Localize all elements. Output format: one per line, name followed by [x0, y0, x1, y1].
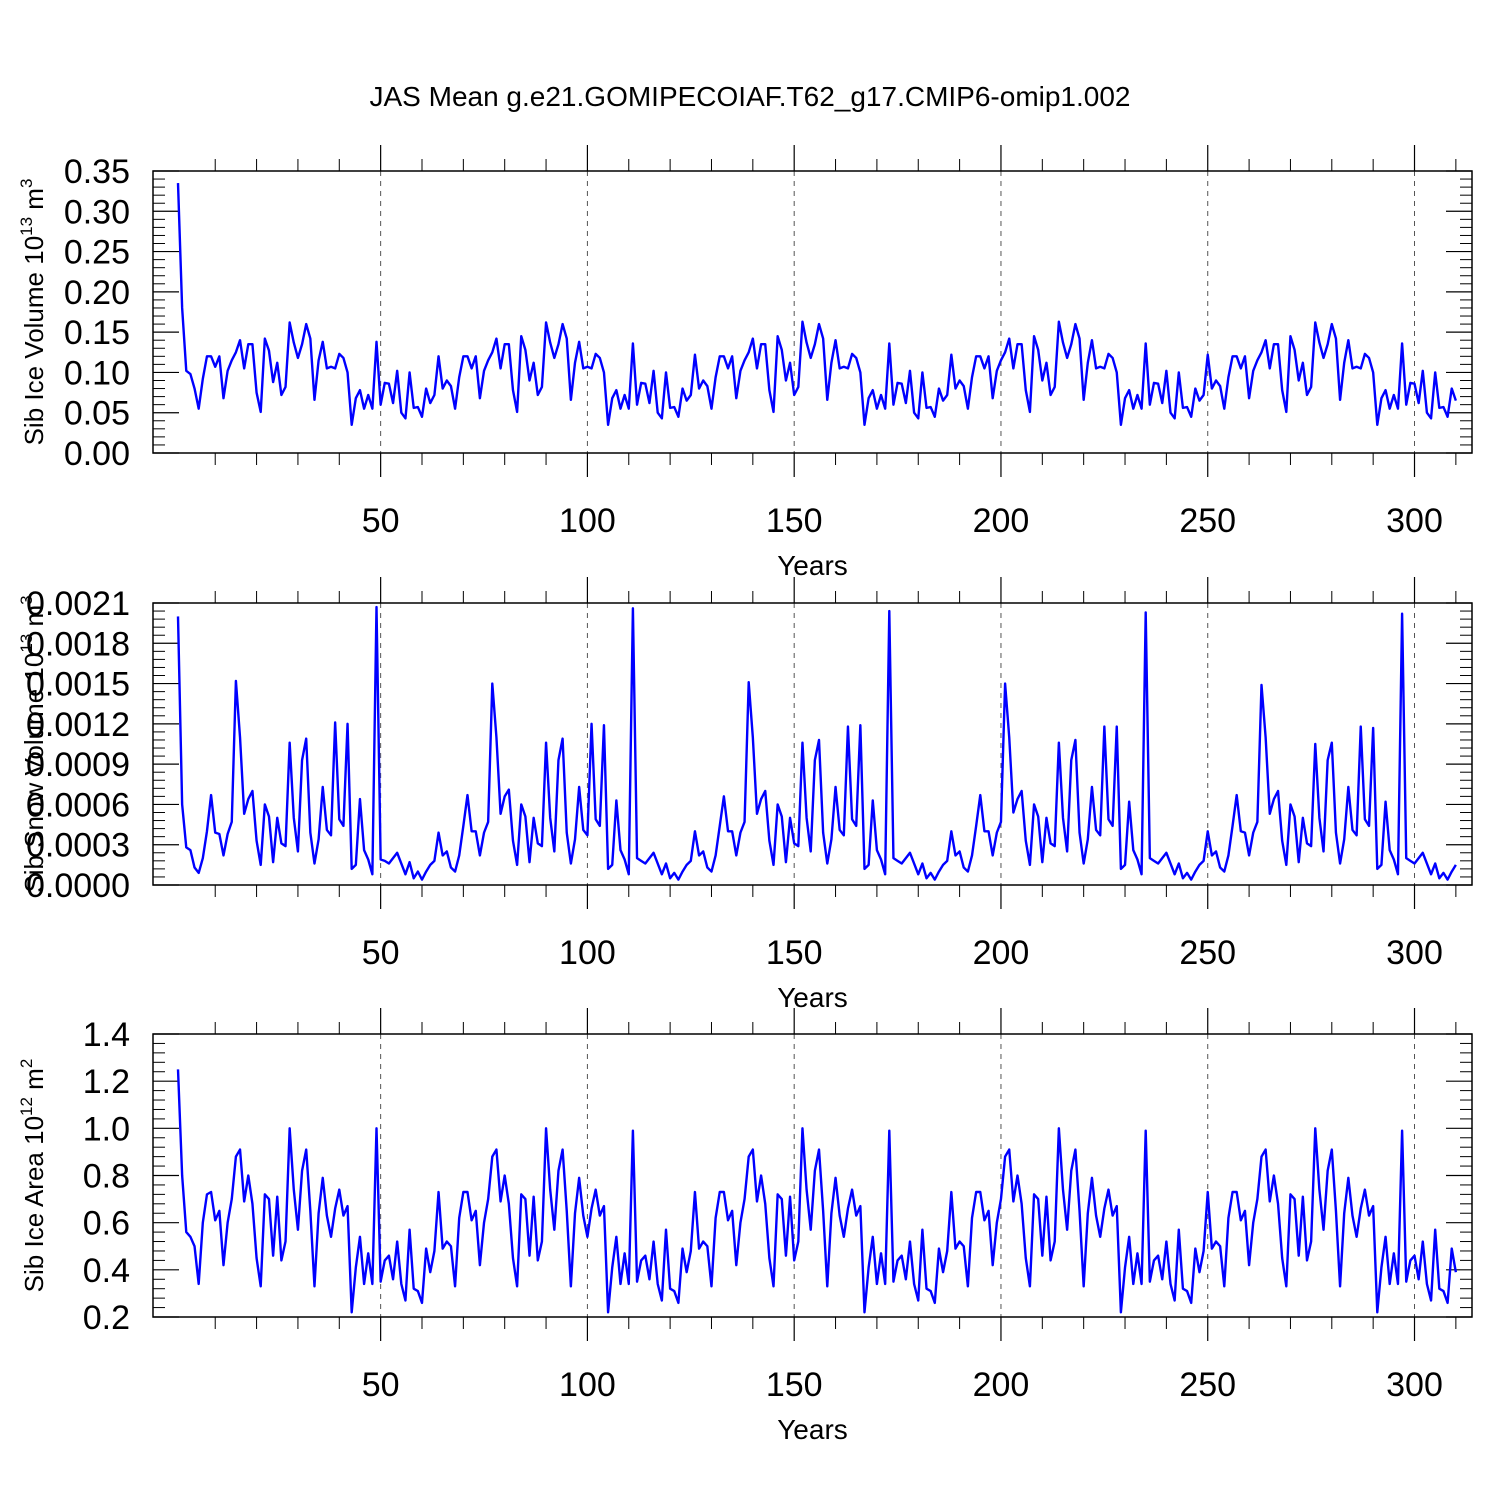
figure-title: JAS Mean g.e21.GOMIPECOIAF.T62_g17.CMIP6… — [369, 81, 1130, 112]
panel-snow: 50 100 150 200 250 300 Years 0.00000.00030.0006… — [17, 577, 1473, 1013]
y-tick-label: 0.15 — [64, 314, 130, 352]
x-tick-label-50: 50 — [362, 1366, 400, 1404]
series-line-area — [176, 1069, 1458, 1314]
y-tick-label: 0.4 — [83, 1252, 130, 1290]
x-tick-label-300: 300 — [1386, 502, 1443, 540]
x-tick-label-200: 200 — [973, 1366, 1030, 1404]
plot-frame — [152, 602, 1473, 886]
y-tick-label: 0.0009 — [26, 746, 130, 784]
x-tick-label-250: 250 — [1179, 934, 1236, 972]
y-tick-label: 0.00 — [64, 435, 130, 473]
series-line-volume — [176, 183, 1457, 426]
x-tick-label-200: 200 — [973, 502, 1030, 540]
x-axis-title: Years — [777, 1414, 848, 1445]
y-tick-label: 0.25 — [64, 234, 130, 272]
plot-frame — [152, 170, 1473, 454]
x-tick-label-100: 100 — [559, 934, 616, 972]
y-tick-label: 0.20 — [64, 274, 130, 312]
y-tick-label: 0.2 — [83, 1299, 130, 1337]
y-tick-label: 1.2 — [83, 1063, 130, 1101]
panel-volume: 50 100 150 200 250 300Years0.000.050.100.150.… — [17, 145, 1473, 581]
x-tick-label-100: 100 — [559, 502, 616, 540]
y-tick-label: 0.6 — [83, 1205, 130, 1243]
panels: 50 100 150 200 250 300Years0.000.050.100.150.… — [17, 145, 1473, 1445]
x-tick-label-50: 50 — [362, 502, 400, 540]
y-axis-title: Sib Ice Volume 1013 m3 — [17, 179, 49, 446]
y-tick-label: 1.0 — [83, 1110, 130, 1148]
x-tick-label-300: 300 — [1386, 1366, 1443, 1404]
panel-area: 50 100 150 200 250 300 Years 0.2 0.4 0.6 0.8 1.0 1.2… — [17, 1008, 1473, 1445]
x-tick-label-150: 150 — [766, 1366, 823, 1404]
y-axis-title: Sib Ice Area 1012 m2 — [17, 1059, 49, 1293]
series-line-snow — [176, 605, 1457, 881]
x-tick-label-300: 300 — [1386, 934, 1443, 972]
x-tick-label-100: 100 — [559, 1366, 616, 1404]
y-tick-label: 0.0012 — [26, 706, 130, 744]
y-tick-label: 0.0021 — [26, 585, 130, 623]
y-tick-label: 0.10 — [64, 354, 130, 392]
y-tick-label: 0.35 — [64, 153, 130, 191]
x-axis-title: Years — [777, 550, 848, 581]
y-tick-label: 0.30 — [64, 193, 130, 231]
y-tick-label: 1.4 — [83, 1016, 130, 1054]
x-tick-label-50: 50 — [362, 934, 400, 972]
x-tick-label-150: 150 — [766, 502, 823, 540]
y-tick-label: 0.8 — [83, 1158, 130, 1196]
y-tick-label: 0.0018 — [26, 625, 130, 663]
x-tick-label-250: 250 — [1179, 1366, 1236, 1404]
y-tick-label: 0.0015 — [26, 666, 130, 704]
y-tick-label: 0.0006 — [26, 786, 130, 824]
x-tick-label-250: 250 — [1179, 502, 1236, 540]
x-tick-label-200: 200 — [973, 934, 1030, 972]
x-axis-title: Years — [777, 982, 848, 1013]
y-tick-label: 0.0003 — [26, 827, 130, 865]
y-tick-label: 0.0000 — [26, 867, 130, 905]
y-tick-label: 0.05 — [64, 395, 130, 433]
y-axis-title: Sib Snow Volume 1013 m3 — [17, 595, 49, 892]
x-tick-label-150: 150 — [766, 934, 823, 972]
